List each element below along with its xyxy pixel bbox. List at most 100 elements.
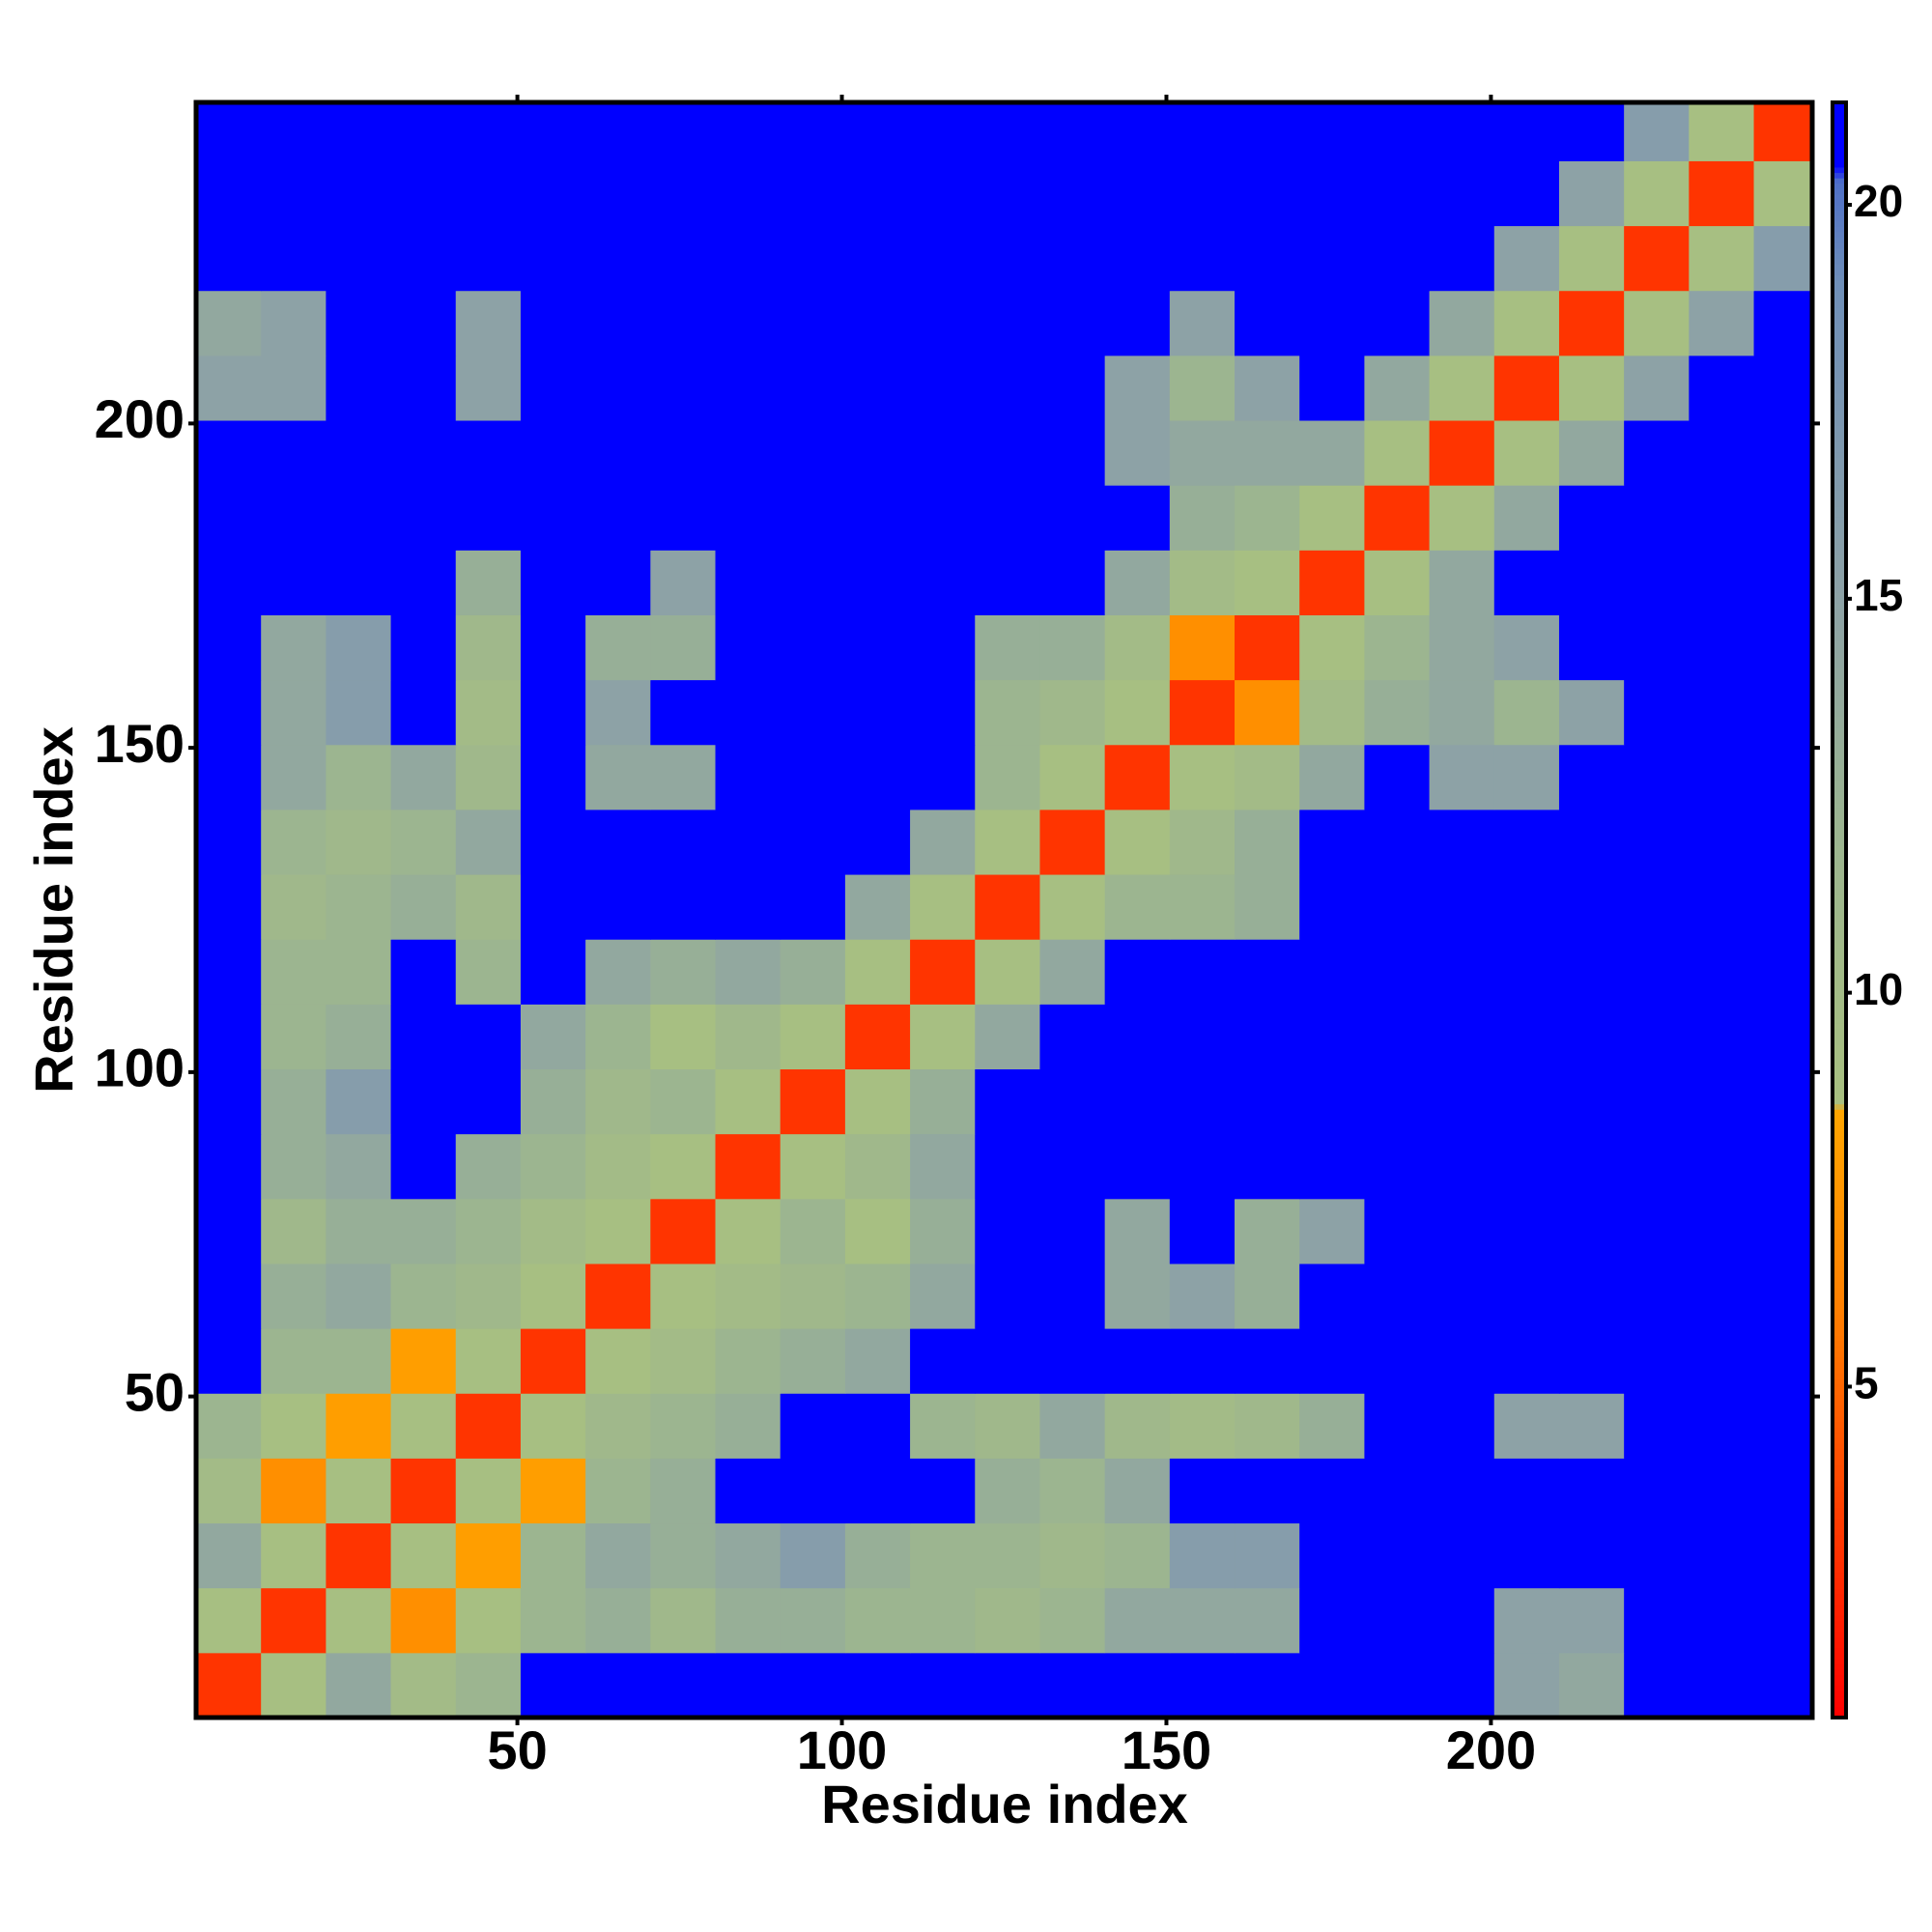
heat-cell: [196, 485, 262, 551]
heat-cell: [715, 225, 781, 292]
colorbar-strip: [1833, 770, 1846, 777]
colorbar-strip: [1833, 210, 1846, 216]
colorbar-strip: [1833, 172, 1846, 179]
colorbar-strip: [1833, 161, 1846, 168]
colorbar-strip: [1833, 764, 1846, 771]
heat-cell: [1039, 1068, 1106, 1135]
heat-cell: [1364, 355, 1431, 421]
colorbar-strip: [1833, 1061, 1846, 1067]
colorbar-strip: [1833, 980, 1846, 986]
heat-cell: [910, 102, 976, 161]
heat-cell: [1689, 1263, 1755, 1329]
colorbar-strip: [1833, 1222, 1846, 1229]
heat-cell: [1624, 1198, 1690, 1264]
colorbar-strip: [1833, 1162, 1846, 1170]
heat-cell: [1493, 485, 1560, 551]
heat-cell: [261, 290, 327, 356]
colorbar-strip: [1833, 1695, 1846, 1702]
heat-cell: [585, 1328, 651, 1394]
heat-cell: [910, 939, 976, 1005]
heat-cell: [1624, 225, 1690, 292]
heat-cell: [196, 1068, 262, 1135]
heat-cell: [1364, 290, 1431, 356]
heat-cell: [1689, 550, 1755, 615]
heat-cell: [1104, 939, 1171, 1005]
colorbar-strip: [1833, 215, 1846, 222]
colorbar-strip: [1833, 1351, 1846, 1358]
colorbar-strip: [1833, 1055, 1846, 1062]
colorbar-strip: [1833, 985, 1846, 992]
heat-cell: [780, 225, 846, 292]
heat-cell: [780, 1652, 846, 1719]
colorbar-strip: [1833, 1233, 1846, 1239]
heat-cell: [1493, 1328, 1560, 1394]
heat-cell: [326, 290, 392, 356]
colorbar-strip: [1833, 781, 1846, 787]
heat-cell: [650, 485, 717, 551]
heat-cell: [1753, 420, 1813, 486]
colorbar-strip: [1833, 963, 1846, 970]
colorbar-strip: [1833, 1647, 1846, 1654]
colorbar-strip: [1833, 532, 1846, 540]
colorbar-strip: [1833, 657, 1846, 664]
heat-cell: [196, 614, 262, 681]
colorbar-strip: [1833, 1427, 1846, 1434]
heat-cell: [196, 290, 262, 356]
colorbar-strip: [1833, 1157, 1846, 1164]
heat-cell: [390, 225, 457, 292]
heat-cell: [975, 420, 1040, 486]
heat-cell: [1104, 1393, 1171, 1459]
heat-cell: [1364, 939, 1431, 1005]
colorbar-strip: [1833, 1049, 1846, 1057]
colorbar-strip: [1833, 317, 1846, 325]
heat-cell: [1169, 225, 1236, 292]
colorbar-strip: [1833, 559, 1846, 566]
heat-cell: [1364, 420, 1431, 486]
heat-cell: [520, 420, 586, 486]
heat-cell: [196, 1522, 262, 1589]
heat-cell: [650, 874, 717, 940]
heat-cell: [715, 1004, 781, 1070]
heat-cell: [1104, 809, 1171, 875]
heat-cell: [261, 355, 327, 421]
colorbar-strip: [1833, 1701, 1846, 1708]
colorbar-strip: [1833, 113, 1846, 120]
colorbar-strip: [1833, 834, 1846, 841]
heat-cell: [1169, 420, 1236, 486]
heat-cell: [975, 1393, 1040, 1459]
heat-cell: [1624, 290, 1690, 356]
colorbar-strip: [1833, 242, 1846, 249]
heat-cell: [1039, 1133, 1106, 1200]
heat-cell: [715, 1587, 781, 1654]
colorbar-strip: [1833, 662, 1846, 668]
heat-cell: [390, 420, 457, 486]
heat-cell: [1299, 225, 1365, 292]
heat-cell: [650, 550, 717, 615]
heat-cell: [1364, 1652, 1431, 1719]
heat-cell: [196, 744, 262, 810]
heat-cell: [455, 614, 522, 681]
heat-cell: [390, 550, 457, 615]
heat-cell: [326, 485, 392, 551]
colorbar-strip: [1833, 672, 1846, 679]
heat-cell: [196, 679, 262, 746]
colorbar-strip: [1833, 145, 1846, 152]
heat-cell: [1235, 485, 1300, 551]
heat-cell: [1493, 420, 1560, 486]
colorbar-strip: [1833, 1432, 1846, 1438]
heat-cell: [1493, 550, 1560, 615]
heat-cell: [975, 679, 1040, 746]
heat-cell: [1364, 160, 1431, 227]
heat-cell: [650, 1263, 717, 1329]
colorbar-strip: [1833, 549, 1846, 555]
colorbar-strip: [1833, 291, 1846, 298]
heat-cell: [455, 1522, 522, 1589]
heat-cell: [910, 550, 976, 615]
colorbar-strip: [1833, 409, 1846, 415]
colorbar-strip: [1833, 1448, 1846, 1455]
heat-cell: [1624, 355, 1690, 421]
colorbar-strip: [1833, 258, 1846, 265]
heat-cell: [975, 1068, 1040, 1135]
heat-cell: [455, 809, 522, 875]
heat-cell: [520, 550, 586, 615]
